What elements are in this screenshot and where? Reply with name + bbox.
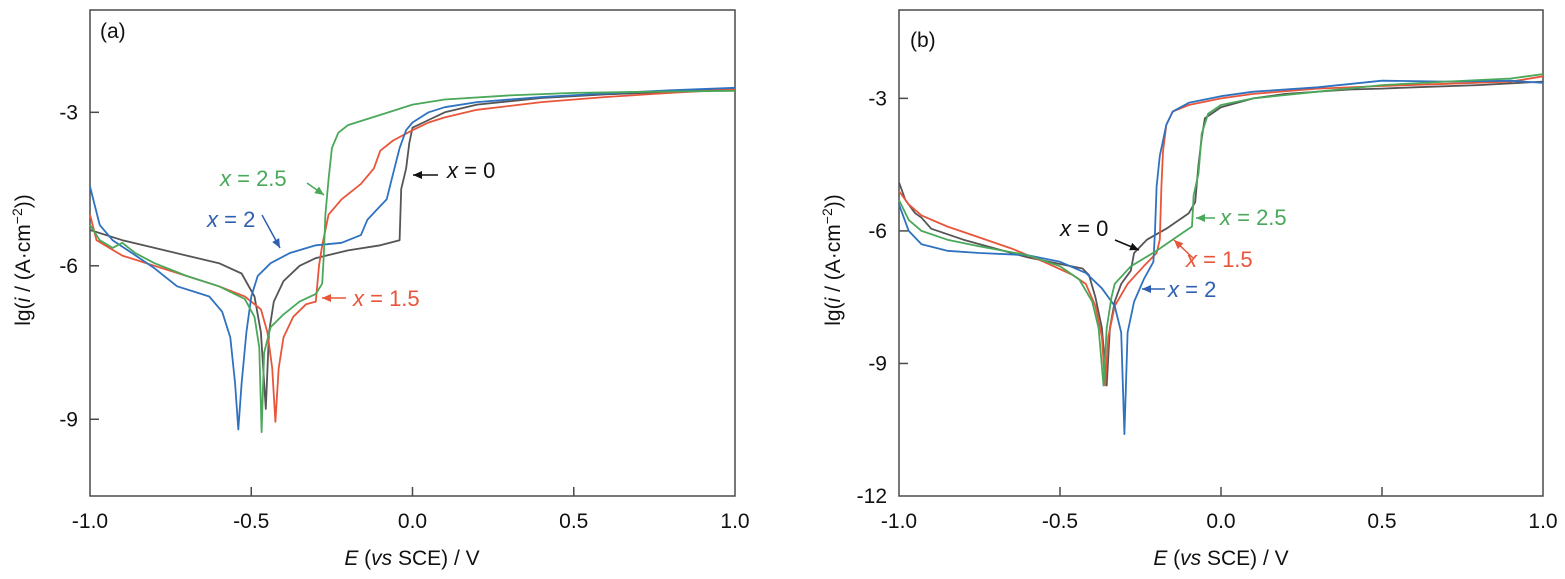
annotation: x = 1.5 bbox=[1173, 239, 1253, 272]
y-axis-mid: / (A·cm bbox=[12, 224, 35, 298]
annotation-label: x = 2 bbox=[1167, 277, 1216, 302]
annotation-label: x = 1.5 bbox=[352, 286, 420, 311]
annotation-label: x = 2.5 bbox=[219, 166, 287, 191]
arrow-head-icon bbox=[1142, 285, 1151, 293]
annotations: x = 0x = 1.5x = 2x = 2.5 bbox=[1059, 205, 1287, 302]
x-tick-label: 0.0 bbox=[398, 510, 427, 533]
x-tick-label: 0.5 bbox=[1367, 510, 1396, 533]
x-axis-rest: SCE) / V bbox=[1201, 547, 1289, 570]
annotation-var: x bbox=[446, 158, 459, 183]
annotation-value: = 2.5 bbox=[231, 166, 287, 191]
x-tick-label: -0.5 bbox=[233, 510, 269, 533]
x-tick-label: 0.0 bbox=[1206, 510, 1235, 533]
arrow-head-icon bbox=[322, 294, 331, 302]
x-axis-var: E bbox=[344, 547, 359, 570]
y-tick-label: -12 bbox=[857, 485, 887, 508]
annotation-value: = 1.5 bbox=[1197, 247, 1253, 272]
annotation-var: x bbox=[352, 286, 365, 311]
x-axis-mid: ( bbox=[358, 547, 371, 570]
annotation: x = 2.5 bbox=[1196, 205, 1287, 230]
panel-b: (b) -1.0 -0.5 0.0 0.5 1.0-3-6-9-12 x = 0x = … bbox=[819, 9, 1558, 570]
annotation: x = 2 bbox=[206, 207, 281, 249]
annotation: x = 1.5 bbox=[322, 286, 420, 311]
annotation-var: x bbox=[1059, 216, 1072, 241]
x-tick-label: -1.0 bbox=[881, 510, 917, 533]
series-group bbox=[898, 73, 1544, 435]
x-axis-rest: SCE) / V bbox=[392, 547, 480, 570]
arrow-head-icon bbox=[1196, 214, 1205, 222]
annotation-var: x bbox=[219, 166, 232, 191]
y-axis-title: lg(i / (A·cm−2)) bbox=[819, 194, 845, 325]
annotation: x = 0 bbox=[1059, 216, 1140, 251]
arrow-head-icon bbox=[1174, 240, 1184, 250]
annotation-var: x bbox=[206, 207, 219, 232]
annotation-label: x = 0 bbox=[1059, 216, 1108, 241]
plot-frame bbox=[89, 9, 736, 497]
arrow-head-icon bbox=[413, 171, 422, 179]
annotation-label: x = 1.5 bbox=[1185, 247, 1253, 272]
y-tick-label: -3 bbox=[868, 87, 887, 110]
annotation-var: x bbox=[1219, 205, 1232, 230]
x-axis-vs: vs bbox=[1180, 547, 1202, 570]
y-axis-post: )) bbox=[12, 194, 35, 208]
x-tick-label: -0.5 bbox=[1042, 510, 1078, 533]
y-axis-sup: −2 bbox=[9, 208, 25, 224]
y-axis-pre: lg( bbox=[12, 302, 35, 325]
y-axis-post: )) bbox=[822, 194, 845, 208]
annotation-value: = 2 bbox=[1179, 277, 1216, 302]
annotation-value: = 0 bbox=[1071, 216, 1108, 241]
x-tick-label: 0.5 bbox=[559, 510, 588, 533]
x-tick-label: 1.0 bbox=[1528, 510, 1557, 533]
y-axis-mid: / (A·cm bbox=[822, 224, 845, 298]
x-axis-title: E (vs SCE) / V bbox=[344, 547, 479, 570]
x-tick-label: 1.0 bbox=[720, 510, 749, 533]
x-axis-mid: ( bbox=[1167, 547, 1180, 570]
y-axis-var: i bbox=[12, 296, 35, 302]
x-tick-label: -1.0 bbox=[72, 510, 108, 533]
y-tick-label: -9 bbox=[868, 352, 887, 375]
annotation-var: x bbox=[1167, 277, 1180, 302]
panel-a: (a) -1.0 -0.5 0.0 0.5 1.0-3-6-9 x = 0x = 1.5… bbox=[9, 9, 750, 570]
x-axis-var: E bbox=[1153, 547, 1168, 570]
series-line-x-2 bbox=[898, 79, 1544, 435]
ticks: -1.0 -0.5 0.0 0.5 1.0 -3 -6 -9 -12 bbox=[857, 87, 1558, 533]
annotation-var: x bbox=[1185, 247, 1198, 272]
x-axis-vs: vs bbox=[371, 547, 393, 570]
series-line-x-0 bbox=[89, 88, 736, 410]
panel-label: (a) bbox=[100, 20, 126, 43]
panel-label: (b) bbox=[910, 29, 936, 52]
annotation-label: x = 2.5 bbox=[1219, 205, 1287, 230]
annotation-value: = 0 bbox=[458, 158, 495, 183]
series-line-x-0 bbox=[898, 80, 1544, 387]
annotation-value: = 2.5 bbox=[1231, 205, 1287, 230]
series-line-x-1-5 bbox=[898, 75, 1544, 387]
annotation-label: x = 2 bbox=[206, 207, 255, 232]
series-line-x-2 bbox=[89, 86, 736, 431]
annotation: x = 2.5 bbox=[219, 166, 325, 196]
annotation-value: = 2 bbox=[218, 207, 255, 232]
arrow-head-icon bbox=[1129, 242, 1139, 251]
y-axis-var: i bbox=[822, 296, 845, 302]
y-tick-label: -9 bbox=[59, 408, 78, 431]
series-line-x-2-5 bbox=[89, 89, 736, 433]
y-axis-sup: −2 bbox=[819, 208, 835, 224]
y-tick-label: -6 bbox=[868, 220, 887, 243]
annotation-value: = 1.5 bbox=[364, 286, 420, 311]
annotations: x = 0x = 1.5x = 2x = 2.5 bbox=[206, 158, 495, 311]
arrow-head-icon bbox=[272, 238, 280, 248]
annotation: x = 2 bbox=[1142, 277, 1216, 302]
series-line-x-2-5 bbox=[898, 73, 1544, 387]
y-tick-label: -3 bbox=[59, 101, 78, 124]
ticks: -1.0 -0.5 0.0 0.5 1.0 -3 -6 -9 bbox=[59, 101, 749, 533]
annotation: x = 0 bbox=[413, 158, 495, 183]
y-axis-pre: lg( bbox=[822, 302, 845, 325]
y-axis-title: lg(i / (A·cm−2)) bbox=[9, 194, 35, 325]
x-axis-title: E (vs SCE) / V bbox=[1153, 547, 1288, 570]
arrow-head-icon bbox=[314, 186, 324, 195]
y-tick-label: -6 bbox=[59, 255, 78, 278]
series-group bbox=[89, 86, 736, 433]
annotation-label: x = 0 bbox=[446, 158, 495, 183]
